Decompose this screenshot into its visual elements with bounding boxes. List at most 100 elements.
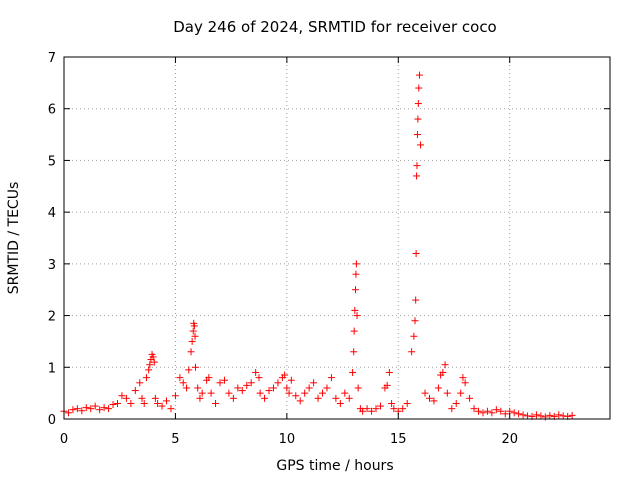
data-point bbox=[448, 405, 456, 413]
data-point bbox=[314, 394, 322, 402]
data-point bbox=[349, 368, 357, 376]
data-point bbox=[390, 405, 398, 413]
data-point bbox=[323, 384, 331, 392]
data-point bbox=[238, 387, 246, 395]
data-point bbox=[555, 411, 563, 419]
data-point bbox=[91, 402, 99, 410]
data-point bbox=[171, 392, 179, 400]
data-point bbox=[131, 387, 139, 395]
data-point bbox=[524, 412, 532, 420]
data-point bbox=[247, 379, 255, 387]
x-tick-label: 5 bbox=[171, 432, 179, 447]
data-point bbox=[105, 405, 113, 413]
data-point bbox=[532, 411, 540, 419]
data-point bbox=[457, 389, 465, 397]
data-point bbox=[350, 348, 358, 356]
data-point bbox=[255, 374, 263, 382]
data-point bbox=[243, 381, 251, 389]
data-point bbox=[194, 384, 202, 392]
data-point bbox=[434, 384, 442, 392]
data-point bbox=[198, 389, 206, 397]
data-point bbox=[497, 407, 505, 415]
data-point bbox=[100, 404, 108, 412]
data-point bbox=[488, 409, 496, 417]
data-point bbox=[167, 405, 175, 413]
data-point bbox=[461, 379, 469, 387]
data-point bbox=[441, 361, 449, 369]
data-point bbox=[368, 407, 376, 415]
data-point bbox=[443, 389, 451, 397]
axis-ticks: 0 5 10 15 20 0 1 2 3 4 5 6 7 bbox=[48, 51, 610, 447]
data-point bbox=[256, 389, 264, 397]
data-point bbox=[492, 406, 500, 414]
y-tick-label: 3 bbox=[48, 258, 56, 273]
data-point bbox=[140, 399, 148, 407]
data-point bbox=[113, 399, 121, 407]
data-point bbox=[412, 250, 420, 258]
data-point bbox=[415, 84, 423, 92]
plot-frame bbox=[63, 56, 611, 420]
data-point bbox=[189, 327, 197, 335]
data-point bbox=[413, 162, 421, 170]
data-point bbox=[122, 394, 130, 402]
data-point bbox=[515, 410, 523, 418]
data-point bbox=[351, 286, 359, 294]
data-point bbox=[352, 270, 360, 278]
data-point bbox=[296, 397, 304, 405]
data-point bbox=[187, 348, 195, 356]
y-tick-label: 5 bbox=[48, 154, 56, 169]
data-point bbox=[142, 374, 150, 382]
data-point bbox=[430, 397, 438, 405]
x-tick-label: 15 bbox=[390, 432, 407, 447]
data-point bbox=[163, 397, 171, 405]
data-point bbox=[345, 394, 353, 402]
data-point bbox=[319, 389, 327, 397]
data-point bbox=[183, 384, 191, 392]
data-point bbox=[417, 141, 425, 149]
data-point bbox=[158, 402, 166, 410]
data-point bbox=[188, 337, 196, 345]
data-point bbox=[510, 409, 518, 417]
data-point bbox=[350, 327, 358, 335]
data-point bbox=[479, 409, 487, 417]
data-point bbox=[352, 260, 360, 268]
data-point bbox=[225, 389, 233, 397]
y-tick-label: 6 bbox=[48, 103, 56, 118]
data-point bbox=[176, 374, 184, 382]
data-point bbox=[399, 405, 407, 413]
data-point bbox=[146, 361, 154, 369]
y-tick-label: 4 bbox=[48, 206, 56, 221]
data-point bbox=[385, 368, 393, 376]
x-axis-label: GPS time / hours bbox=[276, 458, 393, 474]
data-point bbox=[196, 394, 204, 402]
data-point bbox=[149, 353, 157, 361]
data-point bbox=[185, 366, 193, 374]
data-point bbox=[341, 389, 349, 397]
data-point bbox=[118, 392, 126, 400]
y-tick-label: 7 bbox=[48, 51, 56, 66]
y-tick-label: 1 bbox=[48, 361, 56, 376]
data-point bbox=[459, 374, 467, 382]
data-point bbox=[410, 332, 418, 340]
data-point bbox=[78, 407, 86, 415]
data-point bbox=[412, 296, 420, 304]
data-point bbox=[191, 332, 199, 340]
x-tick-label: 0 bbox=[60, 432, 68, 447]
data-point bbox=[150, 358, 158, 366]
data-point bbox=[470, 405, 478, 413]
data-point bbox=[292, 392, 300, 400]
data-point bbox=[411, 317, 419, 325]
data-point bbox=[372, 405, 380, 413]
data-point bbox=[310, 379, 318, 387]
data-point bbox=[414, 100, 422, 108]
data-point bbox=[425, 394, 433, 402]
data-point bbox=[136, 379, 144, 387]
data-point bbox=[421, 389, 429, 397]
data-point bbox=[383, 381, 391, 389]
data-point bbox=[191, 363, 199, 371]
data-point bbox=[212, 399, 220, 407]
data-point bbox=[283, 384, 291, 392]
data-point bbox=[408, 348, 416, 356]
data-point bbox=[87, 405, 95, 413]
